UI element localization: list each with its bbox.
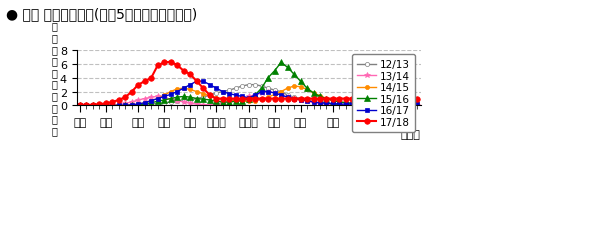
14/15: [167, 91, 174, 94]
14/15: [381, 103, 388, 105]
16/17: [297, 99, 304, 102]
15/16: [284, 67, 291, 69]
17/18: [381, 98, 388, 100]
13/14: [381, 105, 388, 107]
13/14: [284, 96, 291, 99]
14/15: [414, 103, 421, 105]
Line: 14/15: 14/15: [78, 85, 419, 108]
Legend: 12/13, 13/14, 14/15, 15/16, 16/17, 17/18: 12/13, 13/14, 14/15, 15/16, 16/17, 17/18: [352, 55, 416, 133]
15/16: [342, 102, 350, 105]
16/17: [381, 103, 388, 106]
12/13: [76, 105, 83, 107]
Text: （週）: （週）: [401, 129, 420, 139]
17/18: [278, 98, 285, 100]
Line: 15/16: 15/16: [77, 60, 420, 109]
16/17: [278, 94, 285, 97]
14/15: [290, 85, 298, 88]
15/16: [271, 70, 278, 73]
15/16: [297, 80, 304, 83]
17/18: [342, 98, 350, 100]
14/15: [271, 94, 278, 96]
12/13: [284, 94, 291, 97]
14/15: [297, 86, 304, 89]
15/16: [381, 103, 388, 106]
14/15: [342, 102, 350, 105]
13/14: [167, 99, 174, 101]
15/16: [167, 98, 174, 100]
Line: 16/17: 16/17: [78, 80, 419, 108]
13/14: [76, 105, 83, 107]
13/14: [342, 104, 350, 107]
12/13: [278, 91, 285, 94]
12/13: [342, 104, 350, 107]
13/14: [278, 94, 285, 97]
17/18: [76, 104, 83, 107]
16/17: [193, 80, 200, 83]
17/18: [414, 98, 421, 100]
13/14: [414, 105, 421, 107]
16/17: [342, 103, 350, 106]
17/18: [284, 98, 291, 100]
Line: 17/18: 17/18: [77, 60, 420, 108]
16/17: [284, 96, 291, 99]
14/15: [76, 105, 83, 107]
15/16: [414, 103, 421, 106]
16/17: [167, 94, 174, 96]
17/18: [174, 64, 181, 67]
Line: 13/14: 13/14: [77, 89, 420, 109]
13/14: [297, 99, 304, 102]
17/18: [167, 61, 174, 64]
14/15: [278, 91, 285, 94]
17/18: [297, 98, 304, 100]
16/17: [414, 103, 421, 106]
12/13: [297, 98, 304, 100]
Y-axis label: 定
点
当
た
り
患
者
報
告
数: 定 点 当 た り 患 者 報 告 数: [51, 21, 57, 135]
12/13: [245, 84, 252, 87]
15/16: [76, 105, 83, 107]
16/17: [76, 105, 83, 107]
Text: ● 県内 週別発生動向(過去5シーズンとの比較): ● 県内 週別発生動向(過去5シーズンとの比較): [6, 7, 197, 21]
Line: 12/13: 12/13: [78, 83, 419, 108]
12/13: [167, 101, 174, 104]
15/16: [278, 62, 285, 64]
13/14: [264, 91, 272, 94]
12/13: [381, 105, 388, 107]
12/13: [414, 105, 421, 107]
